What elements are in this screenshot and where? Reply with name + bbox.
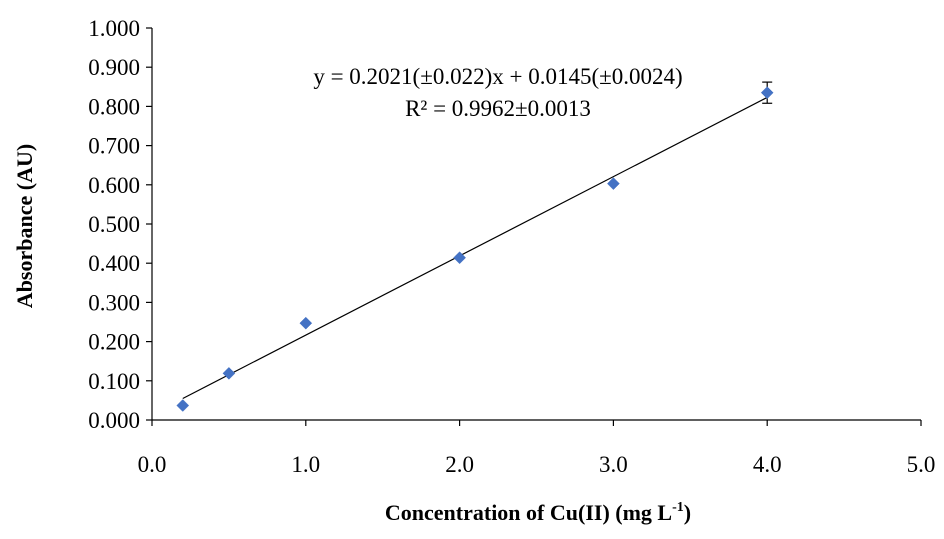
y-tick-label: 0.400 bbox=[88, 251, 140, 276]
y-tick-label: 0.200 bbox=[88, 330, 140, 355]
x-axis-title-main: Concentration of Cu(II) (mg L bbox=[385, 500, 672, 525]
data-point bbox=[453, 251, 466, 265]
data-point bbox=[222, 366, 236, 380]
y-tick-label: 0.000 bbox=[88, 408, 140, 433]
data-point bbox=[176, 399, 190, 412]
x-tick-label: 5.0 bbox=[907, 452, 936, 477]
y-tick-label: 0.800 bbox=[88, 94, 140, 119]
r-squared-annotation: R² = 0.9962±0.0013 bbox=[405, 96, 591, 121]
y-tick-label: 0.100 bbox=[88, 369, 140, 394]
y-tick-label: 0.300 bbox=[88, 290, 140, 315]
data-points bbox=[176, 81, 774, 412]
y-tick-label: 0.500 bbox=[88, 212, 140, 237]
equation-annotation: y = 0.2021(±0.022)x + 0.0145(±0.0024) bbox=[313, 64, 682, 89]
x-tick-label: 0.0 bbox=[138, 452, 167, 477]
x-axis-title: Concentration of Cu(II) (mg L-1) bbox=[385, 500, 691, 525]
x-axis-title-superscript: -1 bbox=[672, 500, 684, 515]
data-point bbox=[607, 177, 620, 190]
x-axis-title-suffix: ) bbox=[684, 500, 691, 525]
y-tick-label: 0.700 bbox=[88, 134, 140, 159]
y-axis-title: Absorbance (AU) bbox=[12, 144, 37, 308]
axis-labels: 0.000 0.100 0.200 0.300 0.400 0.500 0.600 0.700… bbox=[88, 16, 935, 477]
axes bbox=[146, 27, 922, 426]
trendline-layer bbox=[182, 96, 768, 400]
x-tick-label: 3.0 bbox=[599, 452, 628, 477]
x-tick-label: 2.0 bbox=[445, 452, 474, 477]
data-point bbox=[299, 316, 313, 330]
x-tick-label: 1.0 bbox=[291, 452, 320, 477]
x-tick-label: 4.0 bbox=[753, 452, 782, 477]
y-tick-label: 0.600 bbox=[88, 173, 140, 198]
trendline bbox=[182, 96, 768, 400]
y-tick-label: 1.000 bbox=[88, 16, 140, 41]
y-tick-label: 0.900 bbox=[88, 55, 140, 80]
data-point bbox=[760, 86, 774, 100]
